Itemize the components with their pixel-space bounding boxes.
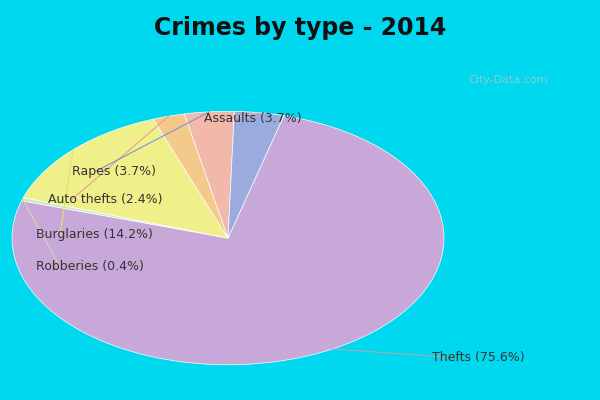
Polygon shape [153, 114, 228, 238]
Text: Auto thefts (2.4%): Auto thefts (2.4%) [48, 193, 163, 206]
Polygon shape [22, 198, 228, 238]
Text: Thefts (75.6%): Thefts (75.6%) [432, 351, 524, 364]
Text: Rapes (3.7%): Rapes (3.7%) [72, 165, 156, 178]
Text: City-Data.com: City-Data.com [468, 75, 548, 85]
Polygon shape [228, 112, 284, 238]
Polygon shape [12, 116, 444, 365]
Text: Burglaries (14.2%): Burglaries (14.2%) [36, 228, 153, 241]
Polygon shape [184, 111, 235, 238]
Text: Robberies (0.4%): Robberies (0.4%) [36, 260, 144, 273]
Polygon shape [23, 119, 228, 238]
Text: Crimes by type - 2014: Crimes by type - 2014 [154, 16, 446, 40]
Text: Assaults (3.7%): Assaults (3.7%) [204, 112, 302, 125]
